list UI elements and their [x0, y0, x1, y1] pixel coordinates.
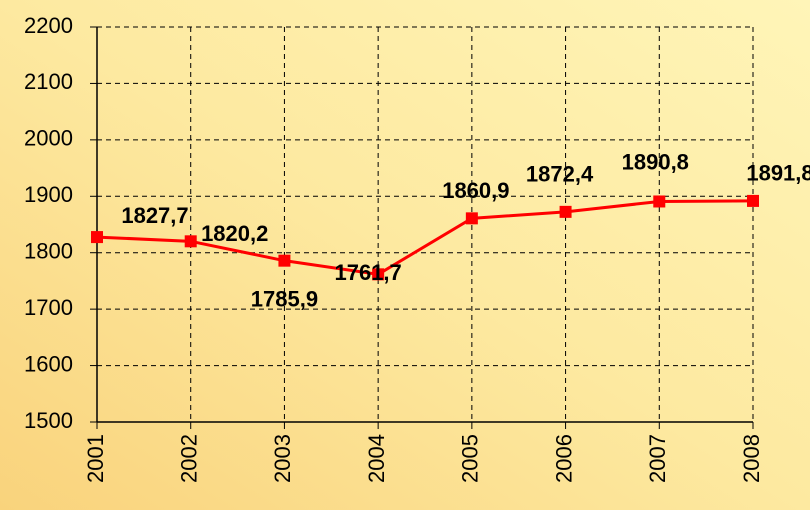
- point: [372, 268, 385, 281]
- x-tick-label: 2008: [739, 434, 764, 483]
- point: [465, 212, 478, 225]
- x-tick-label: 2004: [364, 434, 389, 483]
- value-label: 1891,8: [746, 161, 810, 186]
- value-label: 1820,2: [201, 221, 268, 246]
- y-tick-label: 1700: [24, 295, 73, 320]
- point: [184, 235, 197, 248]
- y-tick-label: 2100: [24, 69, 73, 94]
- y-tick-label: 2000: [24, 126, 73, 151]
- x-tick-label: 2005: [458, 434, 483, 483]
- value-label: 1890,8: [622, 149, 689, 174]
- y-tick-label: 1600: [24, 351, 73, 376]
- x-tick-label: 2003: [270, 434, 295, 483]
- value-label: 1785,9: [251, 286, 318, 311]
- value-label: 1872,4: [526, 162, 594, 187]
- grid: [90, 26, 754, 429]
- x-tick-label: 2007: [645, 434, 670, 483]
- point: [91, 231, 103, 244]
- value-label: 1860,9: [442, 178, 509, 203]
- point: [278, 254, 291, 267]
- point: [653, 195, 666, 208]
- y-tick-label: 1500: [24, 408, 73, 433]
- y-tick-label: 2200: [24, 13, 73, 38]
- value-label: 1827,7: [121, 203, 188, 228]
- y-tick-label: 1800: [24, 239, 73, 264]
- y-tick-label: 1900: [24, 182, 73, 207]
- x-tick-label: 2001: [83, 434, 108, 483]
- point: [747, 194, 759, 207]
- series-line: [96, 199, 754, 276]
- x-tick-label: 2006: [551, 434, 576, 483]
- plot: 1827,7 1820,2 1785,9 1761,7 1860,9 1872,4 1890…: [91, 149, 810, 311]
- value-label: 1761,7: [334, 260, 401, 285]
- point: [559, 205, 572, 218]
- x-tick-label: 2002: [177, 434, 202, 483]
